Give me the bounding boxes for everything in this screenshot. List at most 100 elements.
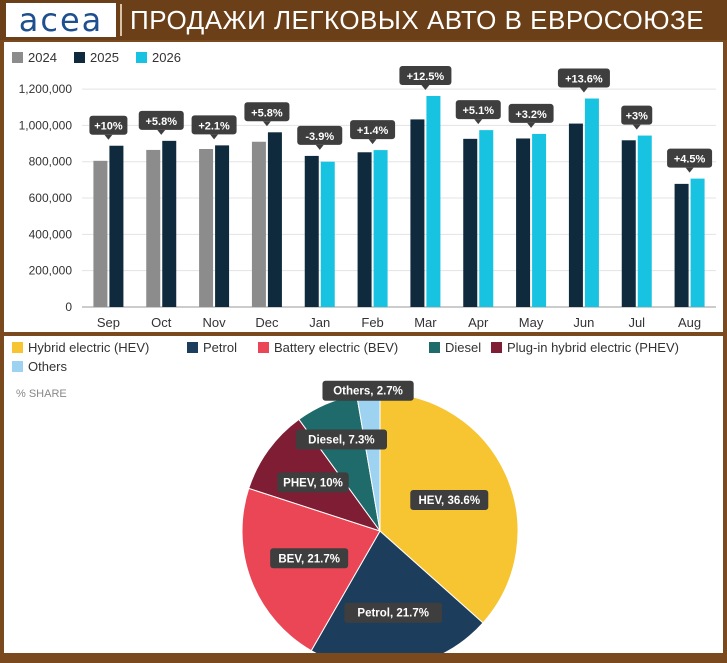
legend-swatch-2026 <box>136 52 147 63</box>
annotation-box <box>399 65 452 85</box>
bar-2026 <box>320 161 335 307</box>
annotation-box <box>621 105 653 125</box>
pie-label-box <box>295 429 388 450</box>
annotation-box <box>455 100 501 120</box>
pie-label-box <box>322 380 414 401</box>
bar-2025 <box>516 138 531 307</box>
pie-label: HEV, 36.6% <box>418 495 480 507</box>
annotation-box <box>350 120 396 140</box>
annotation-pointer <box>421 84 430 90</box>
bar-2026 <box>637 135 652 307</box>
legend-label-diesel: Diesel <box>445 340 482 355</box>
annotation-label: +12.5% <box>407 71 445 83</box>
legend-label-2025: 2025 <box>90 50 119 65</box>
y-tick-label: 800,000 <box>29 155 73 169</box>
legend-item-2026[interactable]: 2026 <box>136 50 181 65</box>
x-tick-label: Jan <box>309 315 330 330</box>
bar-2025 <box>109 145 124 307</box>
annotation-label: +5.8% <box>251 107 283 119</box>
y-tick-label: 1,200,000 <box>19 82 73 96</box>
annotation-label: +1.4% <box>357 125 389 137</box>
annotation-box <box>557 68 610 88</box>
legend-item-diesel[interactable]: Diesel <box>429 340 481 355</box>
annotation-label: +5.8% <box>146 116 178 128</box>
x-tick-label: Dec <box>255 315 279 330</box>
bar-2025 <box>410 119 425 308</box>
annotation-box <box>667 148 713 168</box>
legend-swatch-petrol <box>187 342 198 353</box>
bar-2026 <box>532 133 547 307</box>
acea-logo: acea <box>6 3 116 37</box>
legend-swatch-2024 <box>12 52 23 63</box>
legend-label-hev: Hybrid electric (HEV) <box>28 340 150 355</box>
y-tick-label: 0 <box>65 300 72 314</box>
page-title: ПРОДАЖИ ЛЕГКОВЫХ АВТО В ЕВРОСОЮЗЕ <box>130 5 705 35</box>
annotation-pointer <box>474 119 483 125</box>
pie-slice-bev <box>241 487 381 652</box>
annotation-box <box>191 115 237 135</box>
bar-2024 <box>93 160 108 307</box>
annotation-box <box>244 102 290 122</box>
share-label: % SHARE <box>16 388 67 400</box>
annotation-label: +10% <box>94 121 123 133</box>
legend-item-phev[interactable]: Plug-in hybrid electric (PHEV) <box>491 340 679 355</box>
x-tick-label: Sep <box>97 315 120 330</box>
x-tick-label: May <box>519 315 544 330</box>
x-tick-label: Oct <box>151 315 172 330</box>
bar-2025 <box>267 132 282 307</box>
annotation-box <box>297 125 343 145</box>
pie-label-box <box>344 602 443 623</box>
annotation-box <box>138 110 184 130</box>
annotation-pointer <box>157 129 166 135</box>
legend-item-petrol[interactable]: Petrol <box>187 340 237 355</box>
pie-label: Diesel, 7.3% <box>308 434 374 446</box>
header-divider <box>120 4 122 36</box>
pie-label-box <box>270 548 349 569</box>
bar-2026 <box>584 98 599 308</box>
x-tick-label: Nov <box>203 315 227 330</box>
legend-label-phev: Plug-in hybrid electric (PHEV) <box>507 340 679 355</box>
x-tick-label: Feb <box>361 315 383 330</box>
bar-2025 <box>463 138 478 307</box>
annotation-label: +3% <box>626 111 649 123</box>
legend-swatch-2025 <box>74 52 85 63</box>
bar-2025 <box>215 145 230 307</box>
legend-item-others[interactable]: Others <box>12 359 67 374</box>
bar-2025 <box>568 123 583 307</box>
annotation-pointer <box>262 121 271 127</box>
bar-2026 <box>690 178 705 307</box>
pie-label: Petrol, 21.7% <box>357 608 429 620</box>
legend-label-petrol: Petrol <box>203 340 237 355</box>
annotation-pointer <box>368 139 377 145</box>
legend-swatch-phev <box>491 342 502 353</box>
pie-label-box <box>410 489 489 510</box>
x-tick-label: Jul <box>628 315 645 330</box>
legend-swatch-diesel <box>429 342 440 353</box>
x-tick-label: Aug <box>678 315 701 330</box>
legend-label-2024: 2024 <box>28 50 57 65</box>
x-tick-label: Jun <box>573 315 594 330</box>
pie-label: Others, 2.7% <box>333 386 403 398</box>
y-tick-label: 1,000,000 <box>19 118 73 132</box>
pie-label: BEV, 21.7% <box>278 553 340 565</box>
legend-label-bev: Battery electric (BEV) <box>274 340 399 355</box>
legend-item-hev[interactable]: Hybrid electric (HEV) <box>12 340 149 355</box>
bar-chart-panel: 2024 2025 2026 0 200,000 400,000 600,000 800… <box>4 42 723 332</box>
legend-item-2024[interactable]: 2024 <box>12 50 57 65</box>
bar-2025 <box>621 140 636 307</box>
y-tick-label: 200,000 <box>29 264 73 278</box>
annotation-label: +4.5% <box>674 154 706 166</box>
annotation-pointer <box>210 134 219 140</box>
legend-item-2025[interactable]: 2025 <box>74 50 119 65</box>
legend-swatch-bev <box>258 342 269 353</box>
legend-item-bev[interactable]: Battery electric (BEV) <box>258 340 398 355</box>
annotation-pointer <box>579 87 588 93</box>
bar-2026 <box>426 95 441 307</box>
legend-label-others: Others <box>28 359 68 374</box>
bar-2025 <box>357 152 372 307</box>
bar-2026 <box>479 130 494 307</box>
bar-2024 <box>199 149 214 307</box>
header-bar: acea ПРОДАЖИ ЛЕГКОВЫХ АВТО В ЕВРОСОЮЗЕ <box>0 0 727 40</box>
y-tick-label: 400,000 <box>29 227 73 241</box>
bar-2025 <box>162 140 177 307</box>
